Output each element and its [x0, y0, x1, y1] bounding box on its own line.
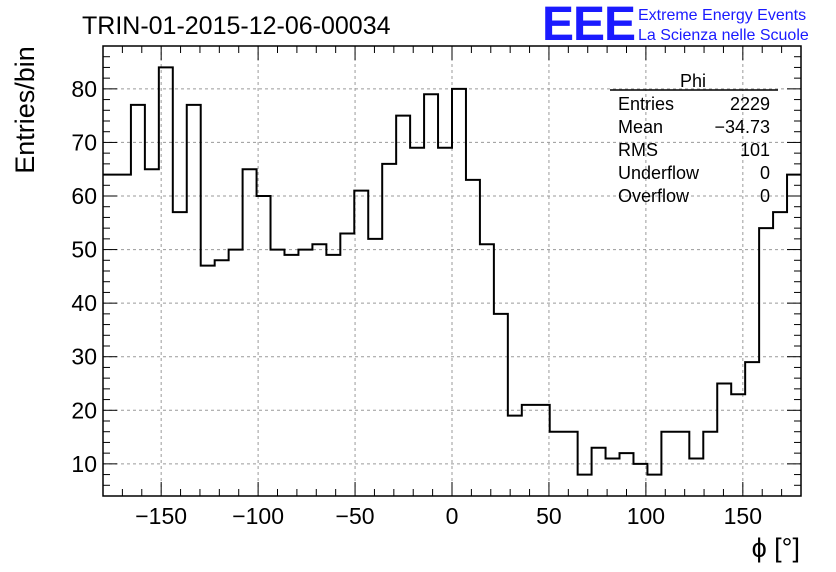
- x-tick-label-5: 100: [627, 503, 665, 529]
- stats-value-mean: −34.73: [714, 117, 770, 137]
- y-tick-label-4: 50: [71, 237, 97, 263]
- y-tick-label-7: 80: [71, 76, 97, 102]
- stats-label-rms: RMS: [618, 140, 658, 160]
- x-tick-label-1: −100: [232, 503, 284, 529]
- stats-value-overflow: 0: [760, 186, 770, 206]
- stats-label-entries: Entries: [618, 94, 674, 114]
- y-tick-label-0: 10: [71, 451, 97, 477]
- x-tick-label-3: 0: [446, 503, 459, 529]
- histogram-step-line: [103, 66, 801, 476]
- x-axis-title: ϕ [°]: [752, 533, 800, 563]
- x-tick-label-0: −150: [135, 503, 187, 529]
- y-axis-title: Entries/bin: [10, 46, 40, 174]
- x-tick-label-6: 150: [724, 503, 762, 529]
- logo-mark: EEE: [542, 0, 635, 51]
- y-tick-label-1: 20: [71, 397, 97, 423]
- x-tick-label-2: −50: [336, 503, 375, 529]
- stats-box-title: Phi: [680, 71, 706, 91]
- x-tick-labels: −150 −100 −50 0 50 100 150: [135, 503, 762, 529]
- stats-label-overflow: Overflow: [618, 186, 690, 206]
- y-tick-label-3: 40: [71, 290, 97, 316]
- stats-label-mean: Mean: [618, 117, 663, 137]
- logo-line-2: La Scienza nelle Scuole: [638, 27, 809, 44]
- y-tick-labels: 10 20 30 40 50 60 70 80: [71, 76, 97, 477]
- y-tick-label-6: 70: [71, 129, 97, 155]
- logo-line-1: Extreme Energy Events: [638, 7, 806, 24]
- y-tick-label-5: 60: [71, 183, 97, 209]
- stats-value-entries: 2229: [730, 94, 770, 114]
- axis-ticks: [102, 45, 802, 497]
- chart-title: TRIN-01-2015-12-06-00034: [82, 12, 391, 40]
- stats-label-underflow: Underflow: [618, 163, 700, 183]
- eee-logo: EEE Extreme Energy Events La Scienza nel…: [542, 0, 809, 51]
- grid-lines: [103, 46, 801, 496]
- y-tick-label-2: 30: [71, 344, 97, 370]
- stats-box: Phi Entries 2229 Mean −34.73 RMS 101 Underflow…: [610, 71, 778, 206]
- x-tick-label-4: 50: [536, 503, 562, 529]
- stats-value-underflow: 0: [760, 163, 770, 183]
- stats-value-rms: 101: [740, 140, 770, 160]
